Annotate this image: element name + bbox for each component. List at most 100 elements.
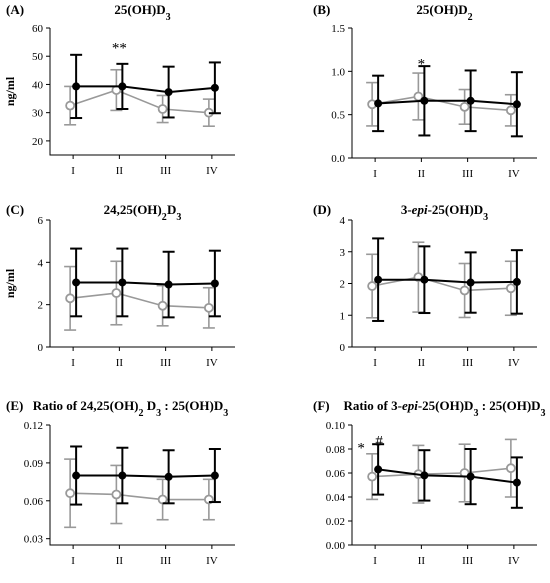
y-tick-label: 0.04 [326,492,346,504]
x-tick-label: II [418,357,426,369]
y-tick-label: 30 [32,108,44,120]
y-tick-label: 1.5 [331,23,345,35]
x-tick-label: IV [206,165,218,177]
x-tick-label: I [71,357,75,369]
data-point [374,465,383,474]
series-line [371,276,511,292]
data-point [420,275,429,284]
chart-title: 24,25(OH)2 D3 [104,202,182,223]
data-point [367,281,378,291]
x-tick-label: I [373,555,377,567]
data-point [111,489,122,500]
data-point [367,471,378,482]
data-point [164,472,173,481]
chart-title: 3-epi-25(OH)D3 [401,202,488,223]
series-black [372,65,523,138]
y-tick-label: 0.02 [326,516,345,528]
series-line [378,278,517,284]
data-point [157,300,168,311]
x-tick-label: II [116,165,124,177]
y-tick-label: 3 [340,247,346,259]
x-tick-label: III [462,555,473,567]
series-black [372,443,523,509]
x-tick-label: III [160,165,171,177]
series-gray [366,72,517,127]
y-tick-label: 20 [32,136,44,148]
y-tick-label: 2 [38,300,44,312]
panel-label: (B) [313,2,330,17]
series-line [372,467,511,478]
data-point [459,285,470,296]
y-tick-label: 6 [38,215,44,227]
data-point [118,82,127,91]
significance-marker: * [357,441,365,457]
chart-title: Ratio of 24,25(OH)2 D3 : 25(OH)D3 [33,398,229,419]
series-line [378,99,517,106]
y-tick-label: 60 [32,23,44,35]
series-line [69,89,209,114]
series-black [372,237,523,322]
data-point [374,275,383,284]
y-tick-label: 4 [340,215,346,227]
x-tick-label: IV [508,555,520,567]
series-black [70,247,221,319]
y-tick-label: 0.12 [24,420,43,432]
y-tick-label: 0.00 [326,540,346,552]
data-point [466,278,475,287]
data-point [505,105,516,116]
data-point [374,99,383,108]
data-point [512,478,521,487]
x-tick-label: IV [206,357,218,369]
data-point [65,100,76,111]
series-line [70,492,209,501]
series-gray [64,68,215,128]
series-line [70,292,209,309]
x-tick-label: III [160,555,171,567]
y-tick-label: 0.09 [24,458,44,470]
significance-marker: ** [112,40,127,56]
series-gray [366,241,517,319]
data-point [111,288,122,298]
data-point [505,463,516,474]
x-tick-label: IV [508,357,520,369]
data-point [459,101,470,112]
x-tick-label: I [373,357,377,369]
y-tick-label: 1.0 [331,66,345,78]
data-point [512,100,521,109]
series-line [76,85,215,94]
data-point [65,488,76,499]
series-line [76,474,215,478]
y-tick-label: 1 [340,310,346,322]
data-point [118,471,127,480]
data-point [210,83,219,92]
x-tick-label: II [418,555,426,567]
x-tick-label: IV [206,555,218,567]
panel-label: (A) [6,2,24,17]
x-tick-label: II [418,168,426,180]
x-tick-label: II [116,357,124,369]
data-point [210,471,219,480]
data-point [118,278,127,287]
data-point [466,96,475,105]
data-point [420,471,429,480]
y-tick-label: 0.03 [24,534,44,546]
data-point [505,283,516,294]
data-point [203,302,214,313]
y-tick-label: 0 [340,342,346,354]
x-tick-label: I [71,555,75,567]
data-point [72,82,81,91]
y-tick-label: 0.06 [326,468,346,480]
data-point [72,278,81,287]
data-point [164,280,173,289]
y-tick-label: 0.5 [331,110,345,122]
y-tick-label: 4 [38,257,44,269]
x-tick-label: I [71,165,75,177]
chart-panel-b: (B) 25(OH)D20.00.51.01.5I II III IV* [313,2,537,180]
data-point [72,471,81,480]
y-tick-label: 0.06 [24,496,44,508]
data-point [65,293,76,304]
